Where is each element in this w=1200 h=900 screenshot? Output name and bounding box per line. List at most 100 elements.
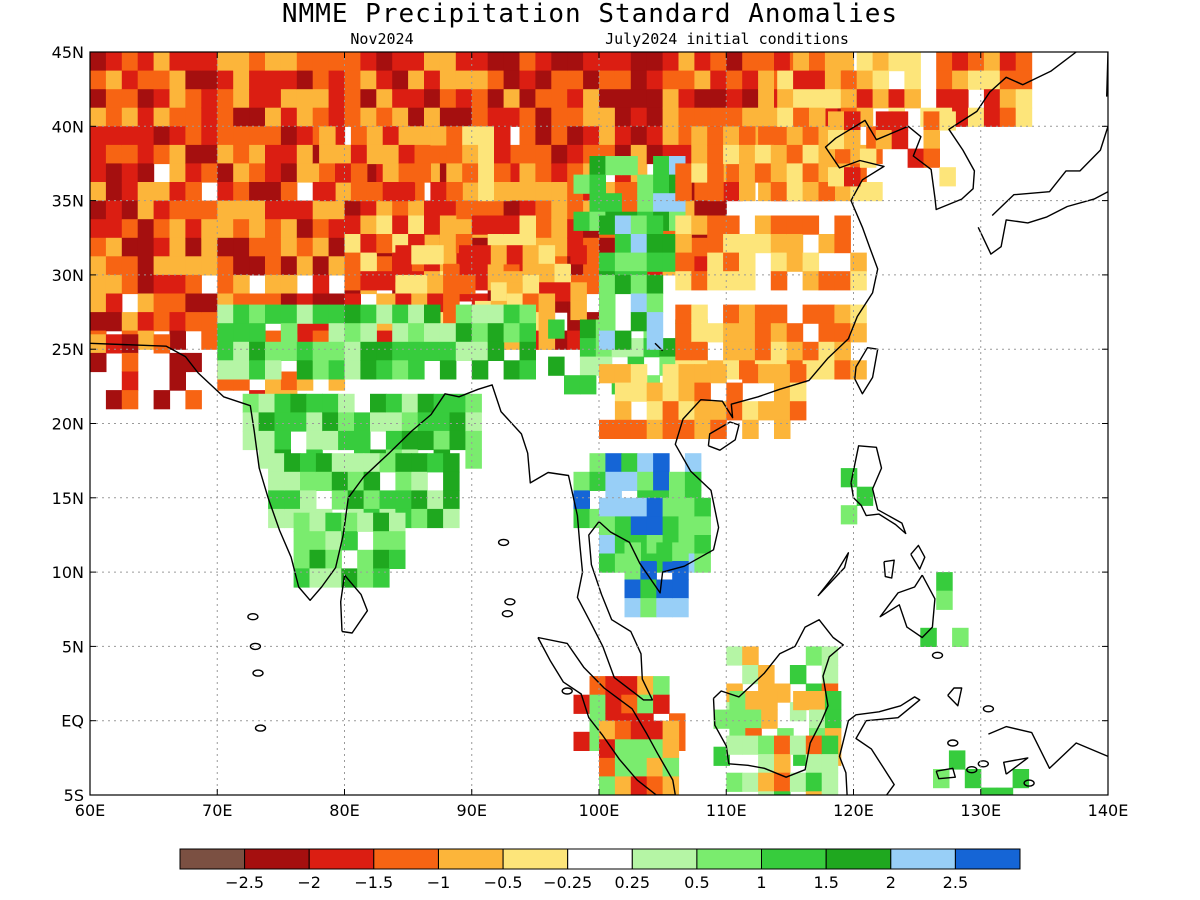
anomaly-cell <box>754 163 772 183</box>
anomaly-cell <box>519 200 536 220</box>
anomaly-cell <box>217 126 234 146</box>
anomaly-cell <box>599 215 616 235</box>
anomaly-cell <box>137 89 155 109</box>
anomaly-cell <box>290 412 307 432</box>
anomaly-cell <box>726 107 743 127</box>
anomaly-cell <box>646 293 664 313</box>
anomaly-cell <box>758 772 775 792</box>
anomaly-cell <box>793 89 810 109</box>
anomaly-cell <box>471 89 489 109</box>
anomaly-cell <box>382 126 400 146</box>
anomaly-cell <box>357 549 374 569</box>
anomaly-cell <box>850 271 867 291</box>
anomaly-cell <box>395 453 412 473</box>
anomaly-cell <box>579 319 597 339</box>
anomaly-cell <box>430 126 447 146</box>
anomaly-cell <box>614 739 632 759</box>
anomaly-cell <box>382 144 400 165</box>
island <box>729 825 739 831</box>
anomaly-cell <box>551 219 568 239</box>
anomaly-cell <box>866 182 883 202</box>
colorbar-swatch <box>308 848 375 870</box>
anomaly-cell <box>614 497 632 517</box>
anomaly-cell <box>856 70 874 90</box>
anomaly-cell <box>105 219 123 239</box>
anomaly-cell <box>548 319 565 339</box>
anomaly-cell <box>449 430 466 451</box>
anomaly-cell <box>233 274 250 295</box>
anomaly-cell <box>675 234 692 254</box>
map-title: NMME Precipitation Standard Anomalies <box>282 0 898 29</box>
anomaly-cell <box>758 89 775 109</box>
anomaly-cell <box>328 341 346 361</box>
anomaly-cell <box>573 490 590 510</box>
anomaly-cell <box>583 89 600 109</box>
anomaly-cell <box>274 412 291 432</box>
lat-tick-label: 25N <box>52 340 84 359</box>
coastline-segment <box>340 574 369 634</box>
anomaly-cell <box>707 252 724 272</box>
anomaly-cell <box>233 219 250 239</box>
anomaly-cell <box>614 107 632 127</box>
anomaly-cell <box>249 70 266 90</box>
anomaly-cell <box>439 89 457 109</box>
anomaly-cell <box>376 89 393 109</box>
anomaly-cell <box>344 89 361 109</box>
anomaly-cell <box>707 144 724 165</box>
island <box>249 642 262 651</box>
anomaly-cell <box>249 163 266 183</box>
anomaly-cell <box>599 107 616 127</box>
anomaly-cell <box>249 182 266 202</box>
anomaly-cell <box>455 219 473 239</box>
anomaly-cell <box>185 293 202 313</box>
coastline-segment <box>838 696 921 795</box>
anomaly-cell <box>153 144 171 165</box>
anomaly-cell <box>770 323 788 343</box>
anomaly-cell <box>105 293 123 313</box>
anomaly-cell <box>411 245 428 265</box>
anomaly-cell <box>952 89 969 109</box>
anomaly-cell <box>630 293 648 313</box>
lat-tick-label: 35N <box>52 192 84 211</box>
anomaly-cell <box>344 52 361 72</box>
anomaly-cell <box>789 364 807 384</box>
anomaly-cell <box>350 163 368 183</box>
lon-tick-label: 100E <box>579 801 620 820</box>
anomaly-cell <box>328 52 346 72</box>
anomaly-cell <box>723 271 740 291</box>
anomaly-cell <box>646 720 664 740</box>
anomaly-cell <box>201 144 218 165</box>
anomaly-cell <box>522 245 540 265</box>
anomaly-cell <box>185 200 202 220</box>
coastline-segment <box>850 445 907 535</box>
anomaly-cell <box>185 274 202 295</box>
anomaly-region-sumatra <box>573 676 686 795</box>
anomaly-cell <box>646 274 664 295</box>
anomaly-cell <box>328 360 346 380</box>
anomaly-cell <box>646 312 664 332</box>
anomaly-cell <box>630 89 648 109</box>
anomaly-cell <box>169 312 186 332</box>
island <box>787 841 797 847</box>
anomaly-cell <box>726 646 743 666</box>
anomaly-cell <box>169 52 186 72</box>
anomaly-cell <box>105 182 123 202</box>
anomaly-cell <box>614 382 632 402</box>
anomaly-cell <box>90 144 107 165</box>
anomaly-cell <box>169 89 186 109</box>
anomaly-cell <box>338 412 355 432</box>
anomaly-cell <box>678 516 695 536</box>
anomaly-cell <box>519 52 536 72</box>
anomaly-cell <box>551 237 568 257</box>
anomaly-region-maritime-islands <box>840 468 1030 795</box>
anomaly-cell <box>217 323 234 343</box>
anomaly-cell <box>471 70 489 90</box>
anomaly-cell <box>802 126 820 146</box>
anomaly-cell <box>121 237 139 257</box>
anomaly-cell <box>968 107 985 127</box>
anomaly-cell <box>265 163 282 183</box>
anomaly-cell <box>630 364 648 384</box>
anomaly-cell <box>280 70 298 90</box>
anomaly-cell <box>694 200 711 220</box>
anomaly-cell <box>217 89 234 109</box>
